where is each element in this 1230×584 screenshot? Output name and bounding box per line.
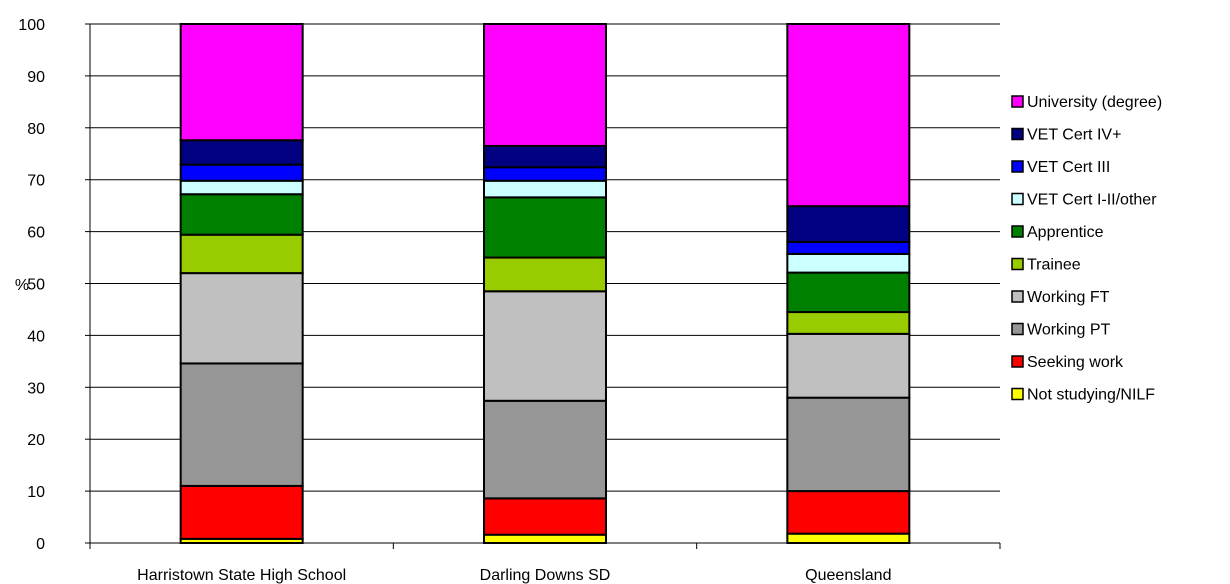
bar-segment	[179, 23, 304, 142]
legend-label: Working PT	[1027, 322, 1111, 339]
legend-swatch	[1011, 192, 1024, 206]
legend-label: VET Cert I-II/other	[1027, 192, 1157, 209]
bar-segment	[483, 166, 607, 182]
bar-segment	[786, 23, 911, 208]
y-tick-label: 0	[36, 536, 45, 553]
y-tick-label: 100	[18, 17, 45, 34]
y-tick-label: 20	[27, 432, 45, 449]
legend-label: Seeking work	[1027, 354, 1124, 371]
bar-segment	[179, 233, 304, 275]
bar-segment	[483, 497, 607, 536]
y-tick-label: 30	[27, 380, 45, 397]
bar-segment	[179, 193, 304, 236]
bar-segment	[786, 396, 911, 493]
bar-segment	[179, 179, 304, 196]
x-tick-label: Darling Downs SD	[480, 567, 611, 584]
legend-label: Apprentice	[1027, 224, 1104, 241]
legend-swatch	[1011, 355, 1024, 368]
bar-segment	[483, 144, 607, 169]
x-tick-label: Harristown State High School	[137, 567, 346, 584]
legend-swatch	[1011, 322, 1024, 336]
legend-swatch	[1011, 290, 1024, 303]
bar-segment	[483, 399, 607, 500]
legend-label: Not studying/NILF	[1027, 387, 1155, 404]
bar-segment	[483, 256, 607, 293]
bar-segment	[483, 196, 607, 259]
bar-segment	[786, 252, 911, 274]
legend-label: Working FT	[1027, 289, 1110, 306]
y-axis-label: %	[15, 277, 29, 294]
legend: University (degree) VET Cert IV+ VET Cert …	[1011, 94, 1162, 404]
bar-segment	[179, 163, 304, 182]
legend-swatch	[1011, 257, 1024, 271]
bar-segment	[483, 23, 607, 147]
legend-swatch	[1011, 387, 1024, 401]
y-tick-labels: 0 10 20 30 40 50 60 70 80 90 100	[18, 17, 45, 553]
legend-label: VET Cert IV+	[1027, 127, 1121, 144]
x-tick-label: Queensland	[805, 567, 891, 584]
bar-segment	[179, 272, 304, 365]
bar-stacks	[179, 23, 911, 545]
bar-segment	[179, 362, 304, 487]
bar-segment	[483, 179, 607, 199]
y-tick-label: 80	[27, 121, 45, 138]
legend-swatch	[1011, 160, 1024, 173]
bar-segment	[786, 240, 911, 255]
y-tick-label: 70	[27, 173, 45, 190]
bar-segment	[179, 484, 304, 540]
bar-segment	[786, 311, 911, 335]
y-tick-label: 40	[27, 328, 45, 345]
y-tick-label: 10	[27, 484, 45, 501]
bar-segment	[483, 290, 607, 402]
y-tick-label: 90	[27, 69, 45, 86]
legend-label: Trainee	[1027, 257, 1081, 274]
legend-label: University (degree)	[1027, 94, 1162, 111]
bar-segment	[786, 205, 911, 243]
bar-segment	[786, 532, 911, 545]
y-tick-label: 60	[27, 225, 45, 242]
x-tick-labels: Harristown State High School Darling Down…	[137, 567, 891, 584]
legend-swatch	[1011, 225, 1024, 238]
legend-swatch	[1011, 95, 1024, 108]
bar-segment	[483, 533, 607, 544]
legend-label: VET Cert III	[1027, 159, 1110, 176]
bar-segment	[786, 271, 911, 314]
bar-segment	[786, 332, 911, 399]
axes	[89, 24, 1001, 549]
legend-swatch	[1011, 127, 1024, 141]
bar-segment	[786, 490, 911, 535]
bar-segment	[179, 139, 304, 166]
y-tick-label: 50	[27, 277, 45, 294]
